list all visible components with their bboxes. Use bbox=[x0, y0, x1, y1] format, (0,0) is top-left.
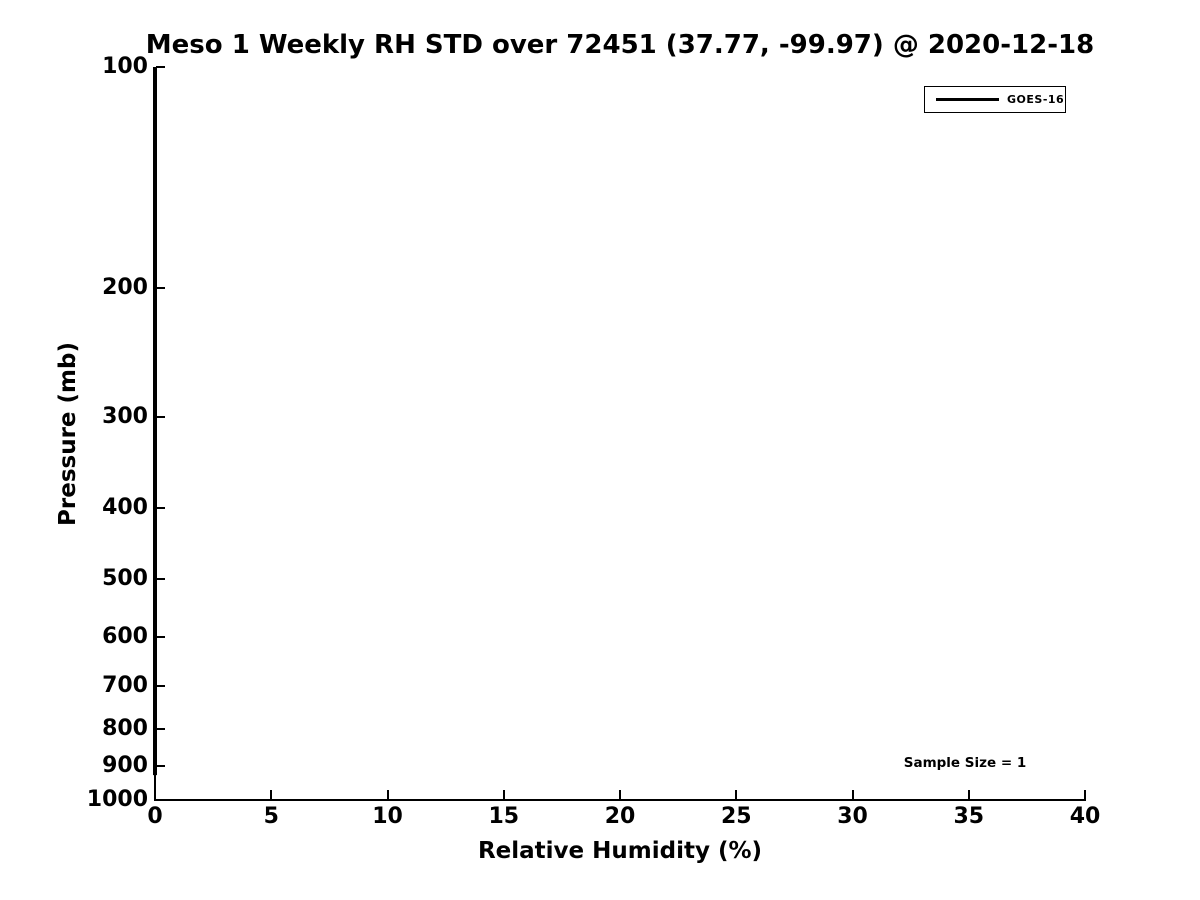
y-tick bbox=[156, 799, 165, 801]
x-tick-label: 20 bbox=[604, 804, 636, 829]
legend-entry-label: GOES-16 bbox=[1007, 93, 1065, 106]
x-axis-label: Relative Humidity (%) bbox=[477, 838, 763, 864]
x-tick bbox=[154, 790, 156, 799]
x-tick bbox=[386, 790, 389, 799]
sample-size-annotation: Sample Size = 1 bbox=[903, 755, 1027, 771]
x-tick-label: 0 bbox=[147, 804, 163, 829]
x-tick-label: 30 bbox=[837, 804, 868, 829]
legend-box: GOES-16 bbox=[924, 86, 1066, 113]
x-tick bbox=[735, 790, 738, 799]
x-tick bbox=[619, 790, 621, 799]
x-tick-label: 35 bbox=[953, 804, 985, 829]
y-tick-label: 400 bbox=[102, 495, 148, 521]
x-tick bbox=[270, 790, 273, 799]
y-tick bbox=[156, 286, 165, 289]
y-tick-label: 800 bbox=[102, 715, 148, 741]
y-tick bbox=[156, 727, 165, 730]
legend-line-sample bbox=[936, 98, 999, 101]
x-tick-label: 5 bbox=[263, 804, 279, 829]
y-tick-label: 200 bbox=[102, 274, 148, 300]
x-tick bbox=[967, 790, 970, 799]
y-tick-label: 600 bbox=[102, 624, 148, 650]
x-tick bbox=[502, 790, 505, 799]
chart-title: Meso 1 Weekly RH STD over 72451 (37.77, … bbox=[145, 30, 1095, 60]
y-tick bbox=[156, 636, 165, 639]
x-axis-spine bbox=[154, 799, 1086, 801]
x-tick bbox=[1084, 790, 1086, 799]
x-tick-label: 40 bbox=[1069, 804, 1101, 829]
x-tick-label: 15 bbox=[488, 804, 520, 829]
y-axis-spine bbox=[154, 67, 156, 800]
y-tick bbox=[156, 578, 165, 581]
y-tick-label: 700 bbox=[102, 673, 148, 699]
y-tick bbox=[156, 685, 165, 688]
y-tick-label: 500 bbox=[102, 566, 148, 592]
x-tick-label: 10 bbox=[372, 804, 403, 829]
x-tick bbox=[851, 790, 854, 799]
y-tick bbox=[156, 765, 165, 768]
y-tick-label: 1000 bbox=[86, 787, 148, 812]
x-tick-label: 25 bbox=[720, 804, 752, 829]
y-tick-label: 300 bbox=[102, 403, 148, 429]
y-tick bbox=[156, 415, 165, 418]
y-tick bbox=[156, 66, 165, 68]
y-tick-label: 100 bbox=[102, 54, 148, 79]
y-tick-label: 900 bbox=[102, 753, 148, 779]
y-tick bbox=[156, 507, 165, 510]
